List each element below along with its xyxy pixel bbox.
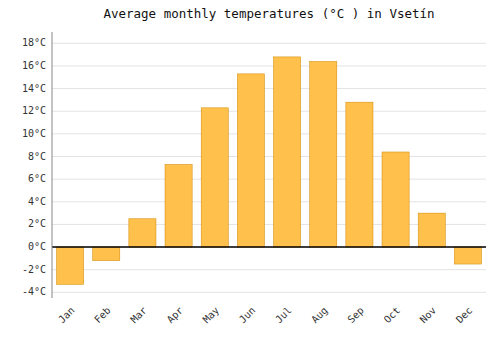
y-tick-label: 4°C [28,196,46,207]
y-tick-label: 2°C [28,218,46,229]
y-tick-label: 14°C [22,83,46,94]
y-tick-label: 6°C [28,173,46,184]
x-tick-label: Jul [273,305,294,326]
y-tick-label: 10°C [22,128,46,139]
y-tick-label: 8°C [28,151,46,162]
title: Average monthly temperatures (°C ) in Vs… [103,6,434,21]
grid-line [52,111,486,112]
grid-line [52,179,486,180]
x-tick-label: Jun [237,305,258,326]
x-tick-label: Apr [165,305,186,326]
x-tick-label: Nov [418,305,439,326]
zero-line [52,246,486,248]
bar [93,247,120,261]
grid-line [52,247,486,248]
bar [454,247,481,264]
bar [57,247,84,284]
chart: -4°C -2°C 0°C 2°C 4°C 6°C 8°C 10°C 12°C 14°C 16°C 1… [0,0,500,350]
chart-container: -4°C -2°C 0°C 2°C 4°C 6°C 8°C 10°C 12°C 14°C 16°C 1… [0,0,500,350]
x-tick-label: Aug [309,305,330,326]
y-tick-label: 12°C [22,105,46,116]
x-tick-label: Sep [345,305,366,326]
grid-line [52,201,486,202]
x-tick-label: Jan [56,305,77,326]
x-tick-label: Dec [454,305,475,326]
grid-line [52,133,486,134]
y-tick-label: 0°C [28,241,46,252]
bar [165,164,192,247]
bar [237,74,264,247]
grid-line [52,43,486,44]
bar [418,213,445,247]
y-tick-label: 16°C [22,60,46,71]
bar [274,57,301,247]
x-tick-label: Oct [382,305,403,326]
grid-line [52,269,486,270]
y-tick-label: -2°C [22,264,46,275]
bar [201,108,228,247]
bar [129,219,156,247]
grid-line [52,88,486,89]
grid [52,43,486,292]
bars [57,57,482,285]
bar [346,102,373,247]
y-tick-label: 18°C [22,37,46,48]
grid-line [52,156,486,157]
grid-line [52,65,486,66]
y-tick-label: -4°C [22,286,46,297]
bar [310,61,337,247]
x-tick-label: May [201,305,222,326]
x-tick-label: Feb [92,305,113,326]
x-tick-label: Mar [128,305,149,326]
y-axis-line [52,32,53,298]
bar [382,152,409,247]
grid-line [52,292,486,293]
